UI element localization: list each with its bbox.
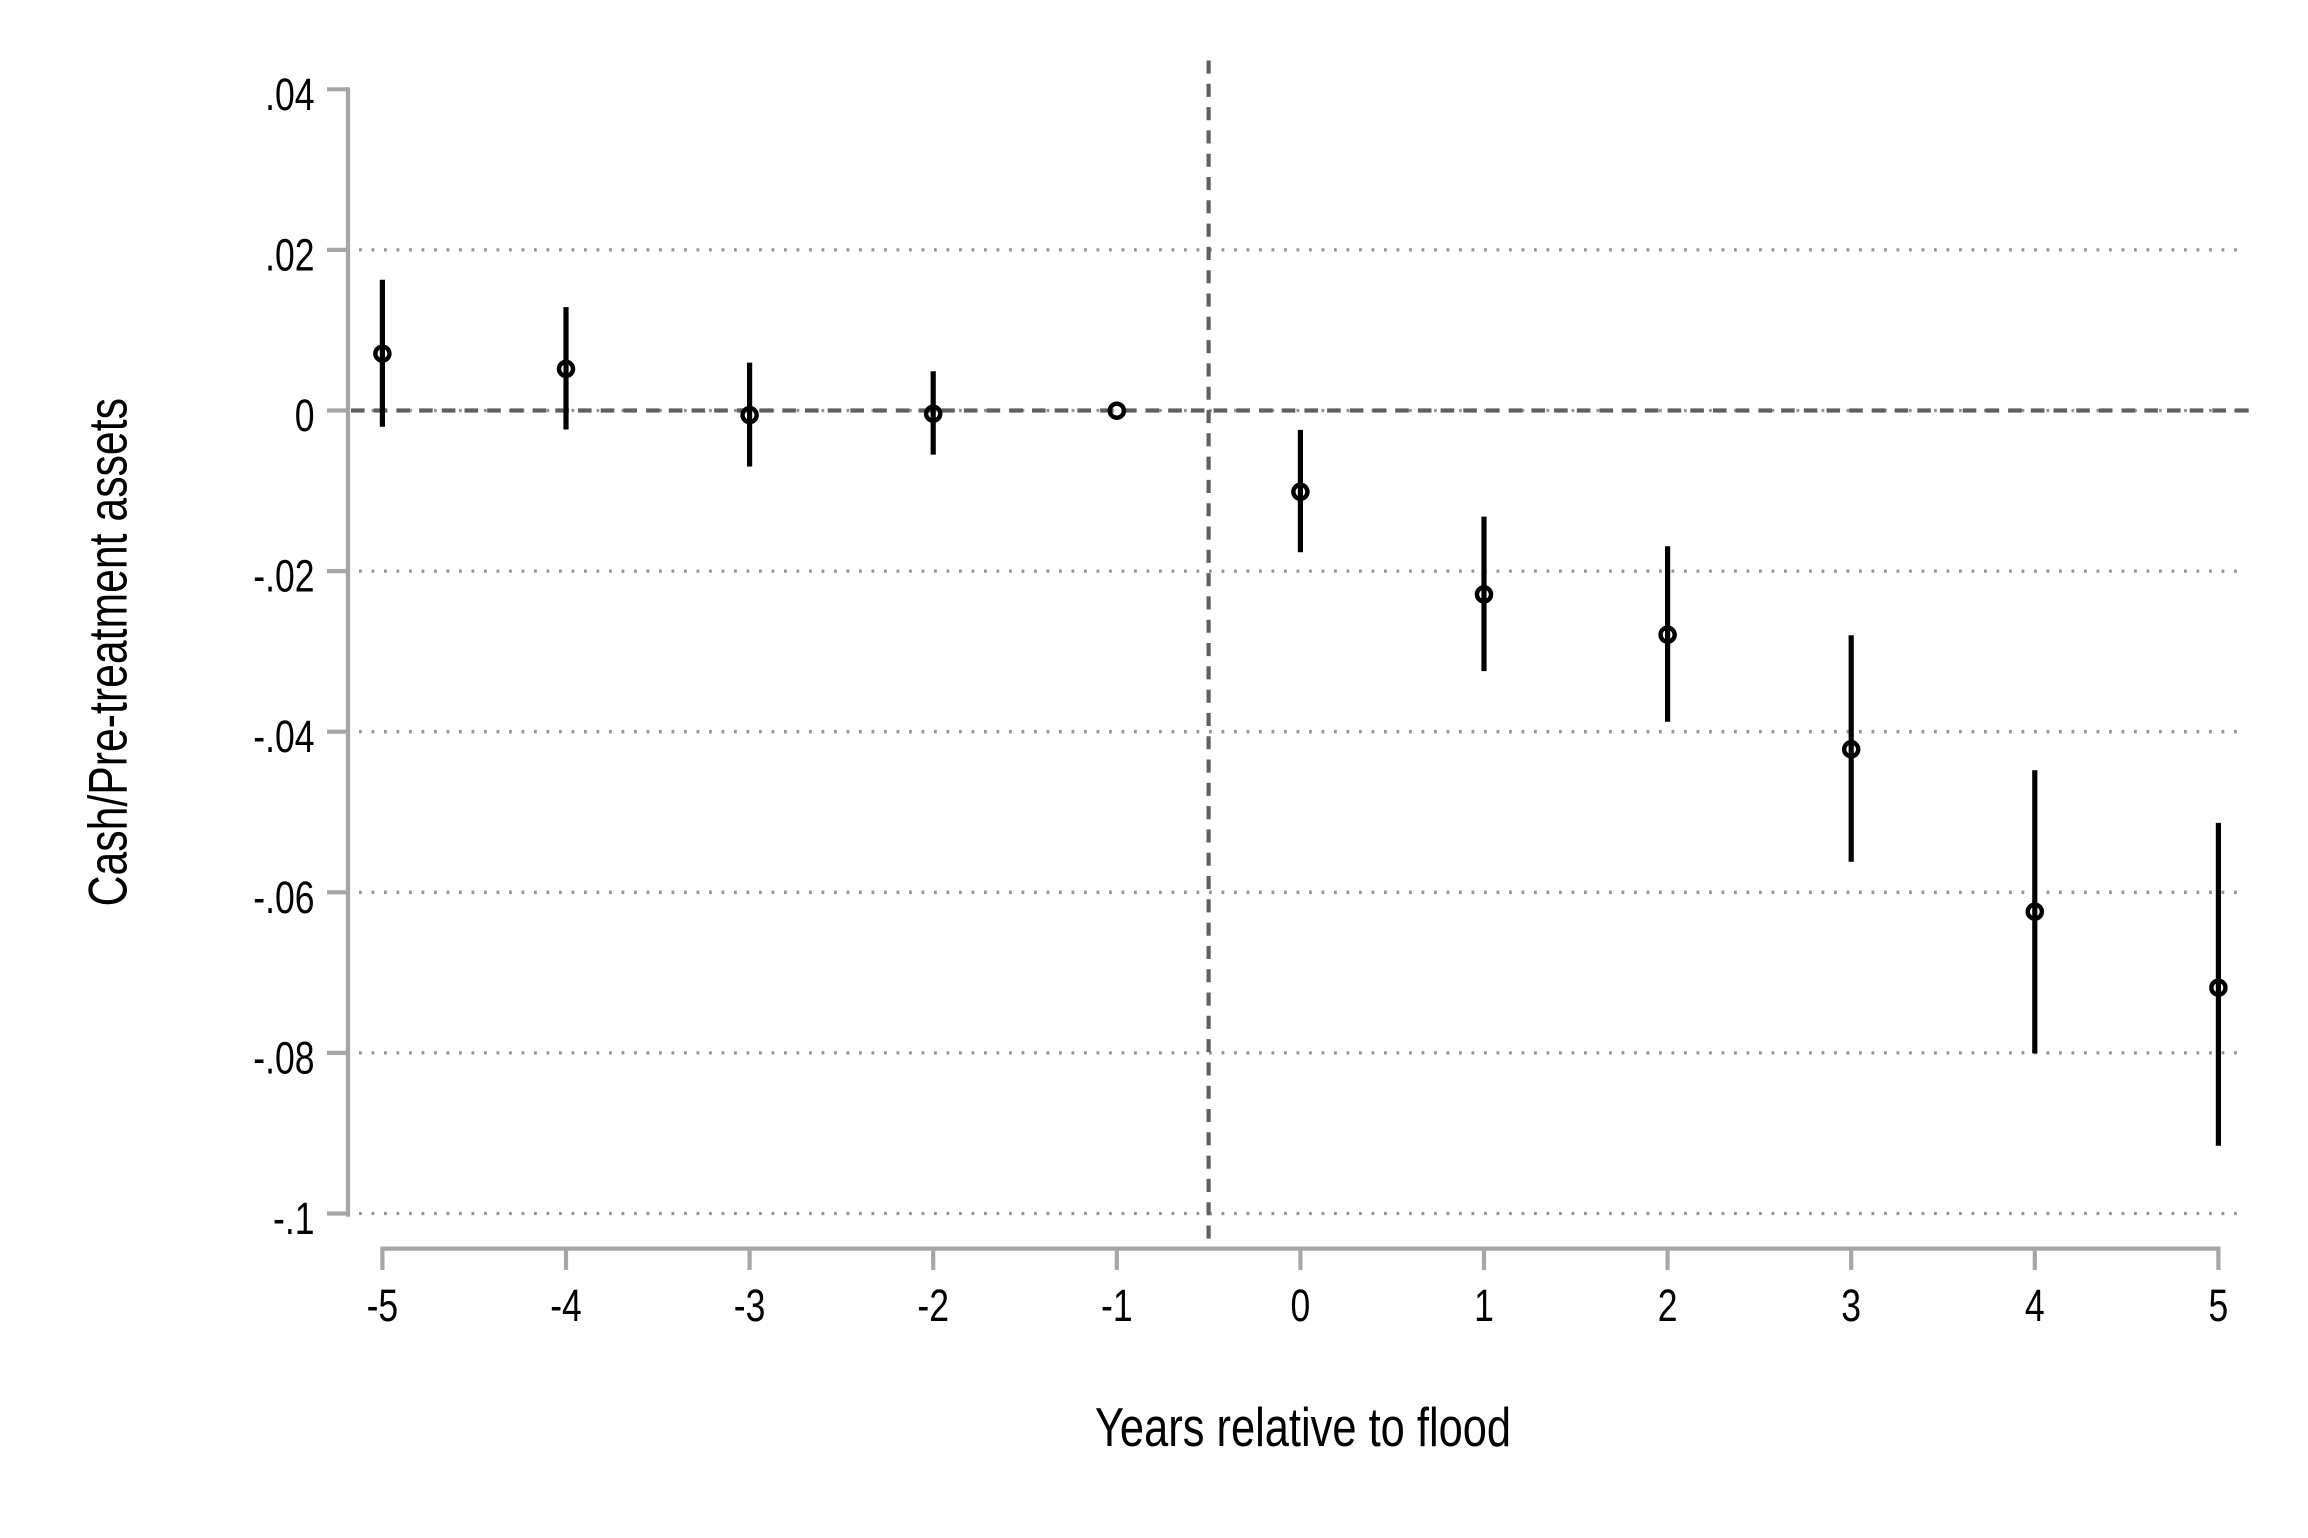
svg-text:4: 4: [2025, 1280, 2045, 1331]
svg-text:5: 5: [2209, 1280, 2229, 1331]
svg-text:-.04: -.04: [253, 711, 314, 762]
svg-text:0: 0: [1291, 1280, 1311, 1331]
svg-text:.02: .02: [265, 229, 314, 280]
svg-text:.04: .04: [265, 69, 314, 120]
svg-text:2: 2: [1658, 1280, 1678, 1331]
svg-text:-.1: -.1: [273, 1193, 314, 1244]
svg-text:-4: -4: [550, 1280, 582, 1331]
svg-text:-.08: -.08: [253, 1032, 314, 1083]
svg-text:Years relative to flood: Years relative to flood: [1095, 1396, 1511, 1458]
svg-text:-5: -5: [367, 1280, 399, 1331]
svg-text:-2: -2: [917, 1280, 949, 1331]
svg-text:0: 0: [295, 390, 315, 441]
svg-text:Cash/Pre-treatment assets: Cash/Pre-treatment assets: [77, 398, 138, 906]
svg-text:-.06: -.06: [253, 872, 314, 923]
svg-text:3: 3: [1841, 1280, 1861, 1331]
svg-text:1: 1: [1474, 1280, 1494, 1331]
svg-text:-3: -3: [734, 1280, 766, 1331]
svg-text:-.02: -.02: [253, 551, 314, 602]
svg-text:-1: -1: [1101, 1280, 1133, 1331]
